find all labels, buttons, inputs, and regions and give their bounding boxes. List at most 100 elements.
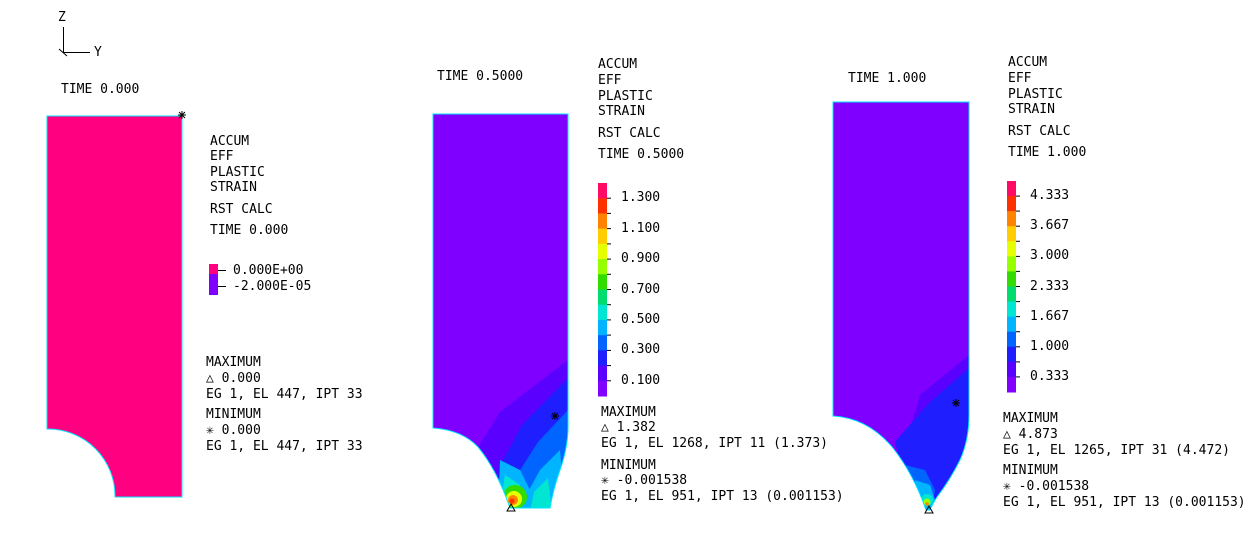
panel-3-title-line: EFF [1008, 71, 1032, 86]
legend-swatch [598, 213, 607, 230]
asterisk-icon: ✳ [601, 473, 617, 488]
asterisk-icon: ✳ [1003, 479, 1019, 494]
min-marker-triangle-3 [924, 504, 934, 514]
panel-2-title-line: PLASTIC [598, 89, 653, 104]
legend-label: 1.000 [1030, 338, 1070, 354]
legend-swatch [598, 350, 607, 367]
legend-swatch [598, 259, 607, 275]
panel-2-time-label: TIME 0.5000 [437, 69, 524, 84]
legend-label: 3.000 [1030, 248, 1070, 264]
panel-1-calc: RST CALC [210, 202, 273, 217]
panel-3-calc: RST CALC [1008, 124, 1071, 139]
legend-label: -2.000E-05 [233, 279, 312, 294]
legend-swatch [1007, 226, 1016, 242]
panel-3-max-label: MAXIMUM [1003, 411, 1058, 426]
z-axis-label: Z [58, 10, 66, 25]
legend-swatch [1007, 346, 1016, 363]
legend-swatch [598, 183, 607, 199]
legend-label: 0.000E+00 [233, 263, 304, 278]
legend-swatch [598, 319, 607, 336]
panel-2-min-value: ✳ -0.001538 [601, 473, 688, 488]
max-marker-star-2 [551, 412, 559, 420]
triangle-icon: △ [1003, 427, 1019, 442]
legend-label: 3.667 [1030, 218, 1070, 234]
triangle-icon: △ [601, 420, 617, 435]
legend-label: 1.300 [621, 190, 661, 206]
model-panel-3 [832, 101, 970, 514]
legend-swatch [1007, 376, 1016, 393]
legend-swatch [598, 304, 607, 321]
panel-2-calc: RST CALC [598, 126, 661, 141]
legend-swatch [1007, 301, 1016, 318]
panel-1-max-loc: EG 1, EL 447, IPT 33 [206, 387, 363, 402]
model-outline-3 [832, 101, 970, 511]
x-axis-marker [58, 48, 68, 57]
min-marker-star-1 [178, 111, 186, 119]
panel-2-title-line: ACCUM [598, 57, 638, 72]
legend-bar-3 [1007, 181, 1020, 393]
legend-label: 0.300 [621, 342, 661, 358]
model-outline-2 [432, 113, 569, 509]
legend-label: 0.500 [621, 311, 661, 327]
legend-swatch [598, 289, 607, 306]
legend-swatch [598, 243, 607, 260]
panel-1-min-loc: EG 1, EL 447, IPT 33 [206, 439, 363, 454]
panel-3-time-sub: TIME 1.000 [1008, 145, 1087, 160]
panel-3-max-loc: EG 1, EL 1265, IPT 31 (4.472) [1003, 443, 1230, 458]
legend-swatch [598, 365, 607, 382]
min-marker-triangle-2 [506, 502, 516, 512]
legend-swatch [598, 274, 607, 290]
panel-1-title-line: ACCUM [210, 134, 250, 149]
panel-1-min-label: MINIMUM [206, 407, 261, 422]
panel-2-max-label: MAXIMUM [601, 405, 656, 420]
legend-label: 1.667 [1030, 308, 1070, 324]
legend-swatch [1007, 331, 1016, 348]
model-shape-1 [46, 115, 183, 498]
legend-bar-1 [209, 264, 226, 295]
legend-swatch [1007, 271, 1016, 287]
panel-2-min-loc: EG 1, EL 951, IPT 13 (0.001153) [601, 489, 844, 504]
legend-swatch [1007, 181, 1016, 197]
legend-swatch [1007, 256, 1016, 272]
panel-1-time-label: TIME 0.000 [61, 82, 140, 97]
legend-swatch [598, 228, 607, 245]
panel-1-title-line: EFF [210, 149, 234, 164]
legend-swatch [1007, 211, 1016, 227]
panel-3-title-line: PLASTIC [1008, 87, 1063, 102]
legend-label: 0.333 [1030, 368, 1070, 384]
panel-2-title-line: STRAIN [598, 104, 645, 119]
panel-3-title-line: ACCUM [1008, 55, 1048, 70]
max-marker-star-3 [952, 399, 960, 407]
y-axis-label: Y [94, 45, 102, 60]
legend-label: 0.900 [621, 251, 661, 267]
legend-label: 2.333 [1030, 278, 1070, 294]
panel-2-max-value: △ 1.382 [601, 420, 656, 435]
legend-label: 0.100 [621, 372, 661, 388]
model-panel-1 [46, 111, 186, 498]
panel-1-min-value: ✳ 0.000 [206, 423, 261, 438]
legend-label: 1.100 [621, 220, 661, 236]
legend-label: 4.333 [1030, 188, 1070, 204]
legend-swatch [1007, 316, 1016, 333]
panel-3-min-value: ✳ -0.001538 [1003, 479, 1090, 494]
asterisk-icon: ✳ [206, 423, 222, 438]
triangle-icon: △ [206, 371, 222, 386]
legend-swatch [1007, 361, 1016, 378]
legend-swatch [598, 198, 607, 214]
axis-triad [58, 27, 90, 57]
legend-swatch [209, 274, 218, 295]
legend-bar-2 [598, 183, 611, 397]
panel-2-title-line: EFF [598, 73, 622, 88]
panel-1-max-value: △ 0.000 [206, 371, 261, 386]
panel-2-max-loc: EG 1, EL 1268, IPT 11 (1.373) [601, 436, 828, 451]
panel-3-min-loc: EG 1, EL 951, IPT 13 (0.001153) [1003, 495, 1243, 510]
panel-3-title-line: STRAIN [1008, 102, 1055, 117]
panel-1-max-label: MAXIMUM [206, 355, 261, 370]
legend-swatch [1007, 196, 1016, 212]
model-panel-2 [432, 113, 569, 512]
legend-label: 0.700 [621, 281, 661, 297]
panel-1-time-sub: TIME 0.000 [210, 223, 289, 238]
panel-2-time-sub: TIME 0.5000 [598, 147, 685, 162]
legend-swatch [209, 264, 218, 274]
